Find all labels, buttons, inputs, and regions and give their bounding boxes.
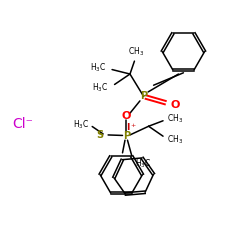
Text: H$_3$C: H$_3$C [90, 62, 106, 74]
Text: CH$_3$: CH$_3$ [167, 134, 184, 146]
Text: CH$_3$: CH$_3$ [128, 46, 144, 58]
Text: CH$_3$: CH$_3$ [167, 112, 184, 125]
Text: Cl⁻: Cl⁻ [12, 117, 34, 131]
Text: O: O [170, 100, 179, 110]
Text: P: P [123, 131, 130, 141]
Text: H$_3$C: H$_3$C [135, 157, 151, 170]
Text: H$_3$C: H$_3$C [72, 119, 89, 131]
Text: P: P [140, 92, 147, 102]
Text: H$_3$C: H$_3$C [92, 82, 109, 94]
Text: S: S [97, 130, 104, 140]
Text: I$^+$: I$^+$ [126, 121, 137, 132]
Text: O: O [122, 111, 131, 121]
